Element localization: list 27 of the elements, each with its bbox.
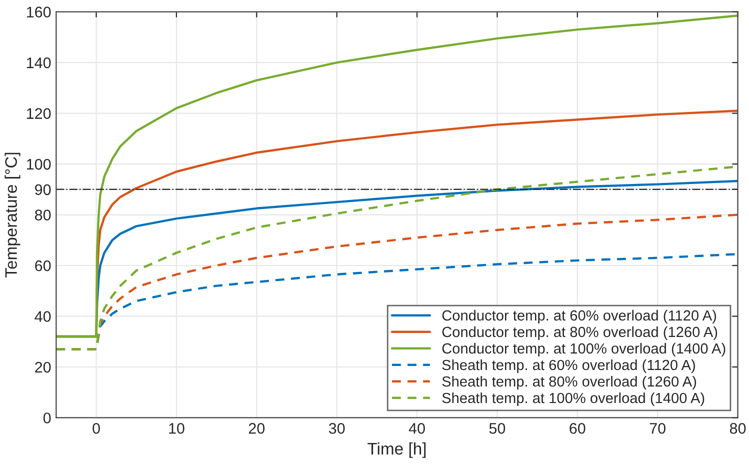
y-tick-label: 0: [43, 412, 51, 424]
x-tick-label: 60: [570, 422, 586, 434]
legend-label: Conductor temp. at 100% overload (1400 A): [442, 342, 726, 357]
x-tick-label: 70: [650, 422, 666, 434]
x-tick-label: 10: [169, 422, 184, 434]
legend-label: Conductor temp. at 80% overload (1260 A): [442, 326, 718, 340]
y-tick-label: 120: [26, 108, 51, 119]
legend-label: Conductor temp. at 60% overload (1120 A): [442, 310, 716, 324]
y-tick-label: 90: [35, 184, 51, 196]
x-tick-label: 40: [408, 422, 425, 434]
y-axis-title: Temperature [°C]: [4, 152, 20, 278]
y-tick-label: 140: [26, 57, 51, 68]
x-tick-label: 50: [489, 422, 506, 434]
y-tick-label: 60: [35, 260, 51, 272]
legend-label: Sheath temp. at 100% overload (1400 A): [442, 392, 704, 406]
legend-label: Sheath temp. at 60% overload (1120 A): [442, 359, 695, 374]
y-tick-label: 20: [35, 362, 51, 373]
y-tick-label: 160: [26, 6, 51, 18]
x-tick-label: 30: [328, 422, 345, 434]
x-tick-label: 0: [92, 422, 100, 434]
y-tick-label: 100: [26, 158, 51, 170]
x-tick-label: 20: [248, 422, 265, 434]
x-axis-title: Time [h]: [368, 442, 426, 458]
x-tick-label: 80: [730, 422, 746, 434]
y-tick-label: 40: [34, 311, 51, 322]
y-tick-label: 80: [34, 210, 51, 220]
legend-label: Sheath temp. at 80% overload (1260 A): [442, 376, 696, 390]
